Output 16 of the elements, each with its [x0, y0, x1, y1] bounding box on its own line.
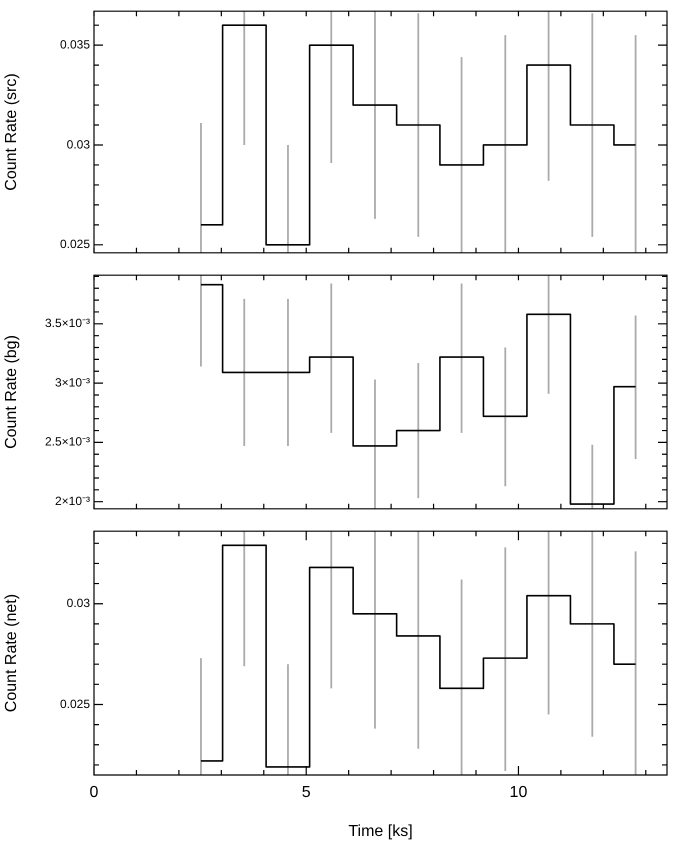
- y-axis-title: Count Rate (src): [3, 73, 20, 191]
- x-axis-title: Time [ks]: [348, 822, 413, 840]
- y-axis-title: Count Rate (net): [3, 594, 20, 712]
- x-tick-label: 10: [510, 784, 528, 802]
- y-tick-label: 0.03: [66, 137, 90, 152]
- x-tick-label: 5: [302, 784, 311, 802]
- y-axis-title: Count Rate (bg): [3, 335, 20, 449]
- y-tick-label: 0.035: [60, 37, 90, 52]
- y-tick-label: 2.5×10⁻³: [44, 434, 90, 449]
- y-tick-label: 0.025: [60, 237, 90, 252]
- y-tick-label: 0.025: [60, 696, 90, 711]
- y-tick-label: 3.5×10⁻³: [44, 316, 90, 330]
- y-tick-label: 3×10⁻³: [54, 375, 90, 390]
- y-tick-label: 0.03: [66, 596, 90, 610]
- y-tick-label: 2×10⁻³: [54, 494, 90, 508]
- x-tick-label: 0: [90, 784, 99, 802]
